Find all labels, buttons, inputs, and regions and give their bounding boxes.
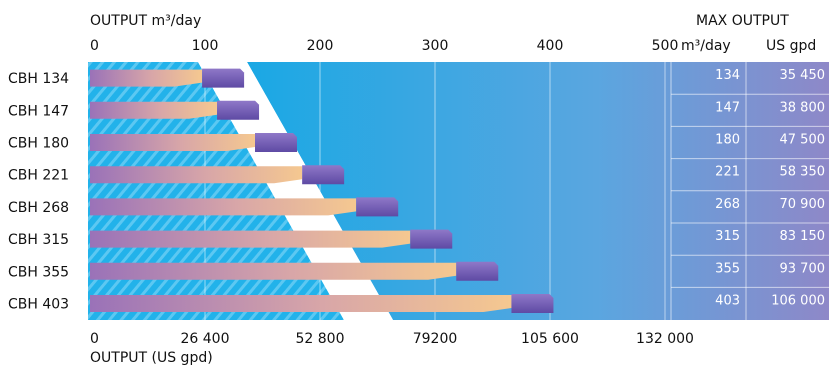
bar-cap [255, 133, 297, 152]
table-m3-value: 315 [715, 229, 740, 244]
row-label: CBH 268 [8, 200, 69, 216]
bar [90, 134, 255, 151]
label-margin [0, 62, 88, 320]
bar [90, 166, 303, 184]
table-col1-header: m³/day [681, 38, 731, 54]
white-diagonal-band [198, 62, 393, 320]
row-label: CBH 180 [8, 136, 69, 152]
top-tick-labels: 0 100 200 300 400 500 [90, 38, 678, 54]
row-label: CBH 315 [8, 232, 69, 248]
bottom-tick-label: 52 800 [296, 331, 345, 347]
table-m3-value: 147 [715, 100, 740, 115]
bottom-tick-label: 0 [90, 331, 99, 347]
table-col2-header: US gpd [766, 38, 816, 54]
row-label: CBH 134 [8, 71, 69, 87]
top-tick-label: 200 [307, 38, 334, 54]
bar-cap [456, 261, 499, 281]
table-gpd-value: 83 150 [780, 229, 826, 244]
table-gpd-value: 38 800 [780, 100, 826, 115]
table-lines [670, 62, 829, 320]
top-tick-label: 100 [192, 38, 219, 54]
table-gpd-value: 93 700 [780, 261, 826, 276]
bar-cap [356, 197, 399, 217]
table-m3-value: 134 [715, 68, 740, 83]
row-labels: CBH 134 CBH 147 CBH 180 CBH 221 CBH 268 CBH 3… [8, 71, 69, 312]
table-gpd-value: 58 350 [780, 165, 826, 180]
table-gpd-value: 70 900 [780, 197, 826, 212]
bottom-tick-labels: 0 26 400 52 800 79200 105 600 132 000 [90, 331, 694, 347]
bottom-tick-label: 26 400 [181, 331, 230, 347]
bottom-tick-label: 79200 [413, 331, 458, 347]
bottom-tick-label: 132 000 [636, 331, 694, 347]
row-label: CBH 403 [8, 297, 69, 313]
bar-cap [202, 68, 245, 88]
table-m3-value: 221 [715, 165, 740, 180]
bottom-axis-label: OUTPUT (US gpd) [90, 350, 213, 365]
row-label: CBH 147 [8, 103, 69, 119]
table-gpd-value: 106 000 [771, 294, 825, 309]
top-tick-label: 400 [537, 38, 564, 54]
table-gpd-value: 35 450 [780, 68, 826, 83]
bar-cap [410, 229, 453, 249]
top-tick-label: 300 [422, 38, 449, 54]
bar [90, 262, 457, 280]
table-m3-value: 268 [715, 197, 740, 212]
bottom-tick-label: 105 600 [521, 331, 579, 347]
bar [90, 101, 218, 119]
chart-background-left [88, 62, 344, 320]
top-tick-label: 500 [652, 38, 679, 54]
row-label: CBH 221 [8, 168, 69, 184]
bar [90, 69, 203, 87]
table-m3-value: 355 [715, 261, 740, 276]
max-output-table: 134 35 450 147 38 800 180 47 500 221 58 350 268 7… [715, 68, 825, 308]
table-title: MAX OUTPUT [696, 13, 789, 29]
bar-cap [511, 294, 554, 313]
table-m3-value: 403 [715, 294, 740, 309]
bar [90, 198, 357, 216]
table-m3-value: 180 [715, 133, 740, 148]
bar [90, 295, 512, 312]
top-axis-label: OUTPUT m³/day [90, 13, 201, 29]
table-gpd-value: 47 500 [780, 133, 826, 148]
bars [90, 68, 554, 313]
top-tick-label: 0 [90, 38, 99, 54]
bar-cap [302, 165, 345, 185]
bar-cap [217, 100, 260, 120]
row-label: CBH 355 [8, 264, 69, 280]
bar [90, 230, 411, 248]
